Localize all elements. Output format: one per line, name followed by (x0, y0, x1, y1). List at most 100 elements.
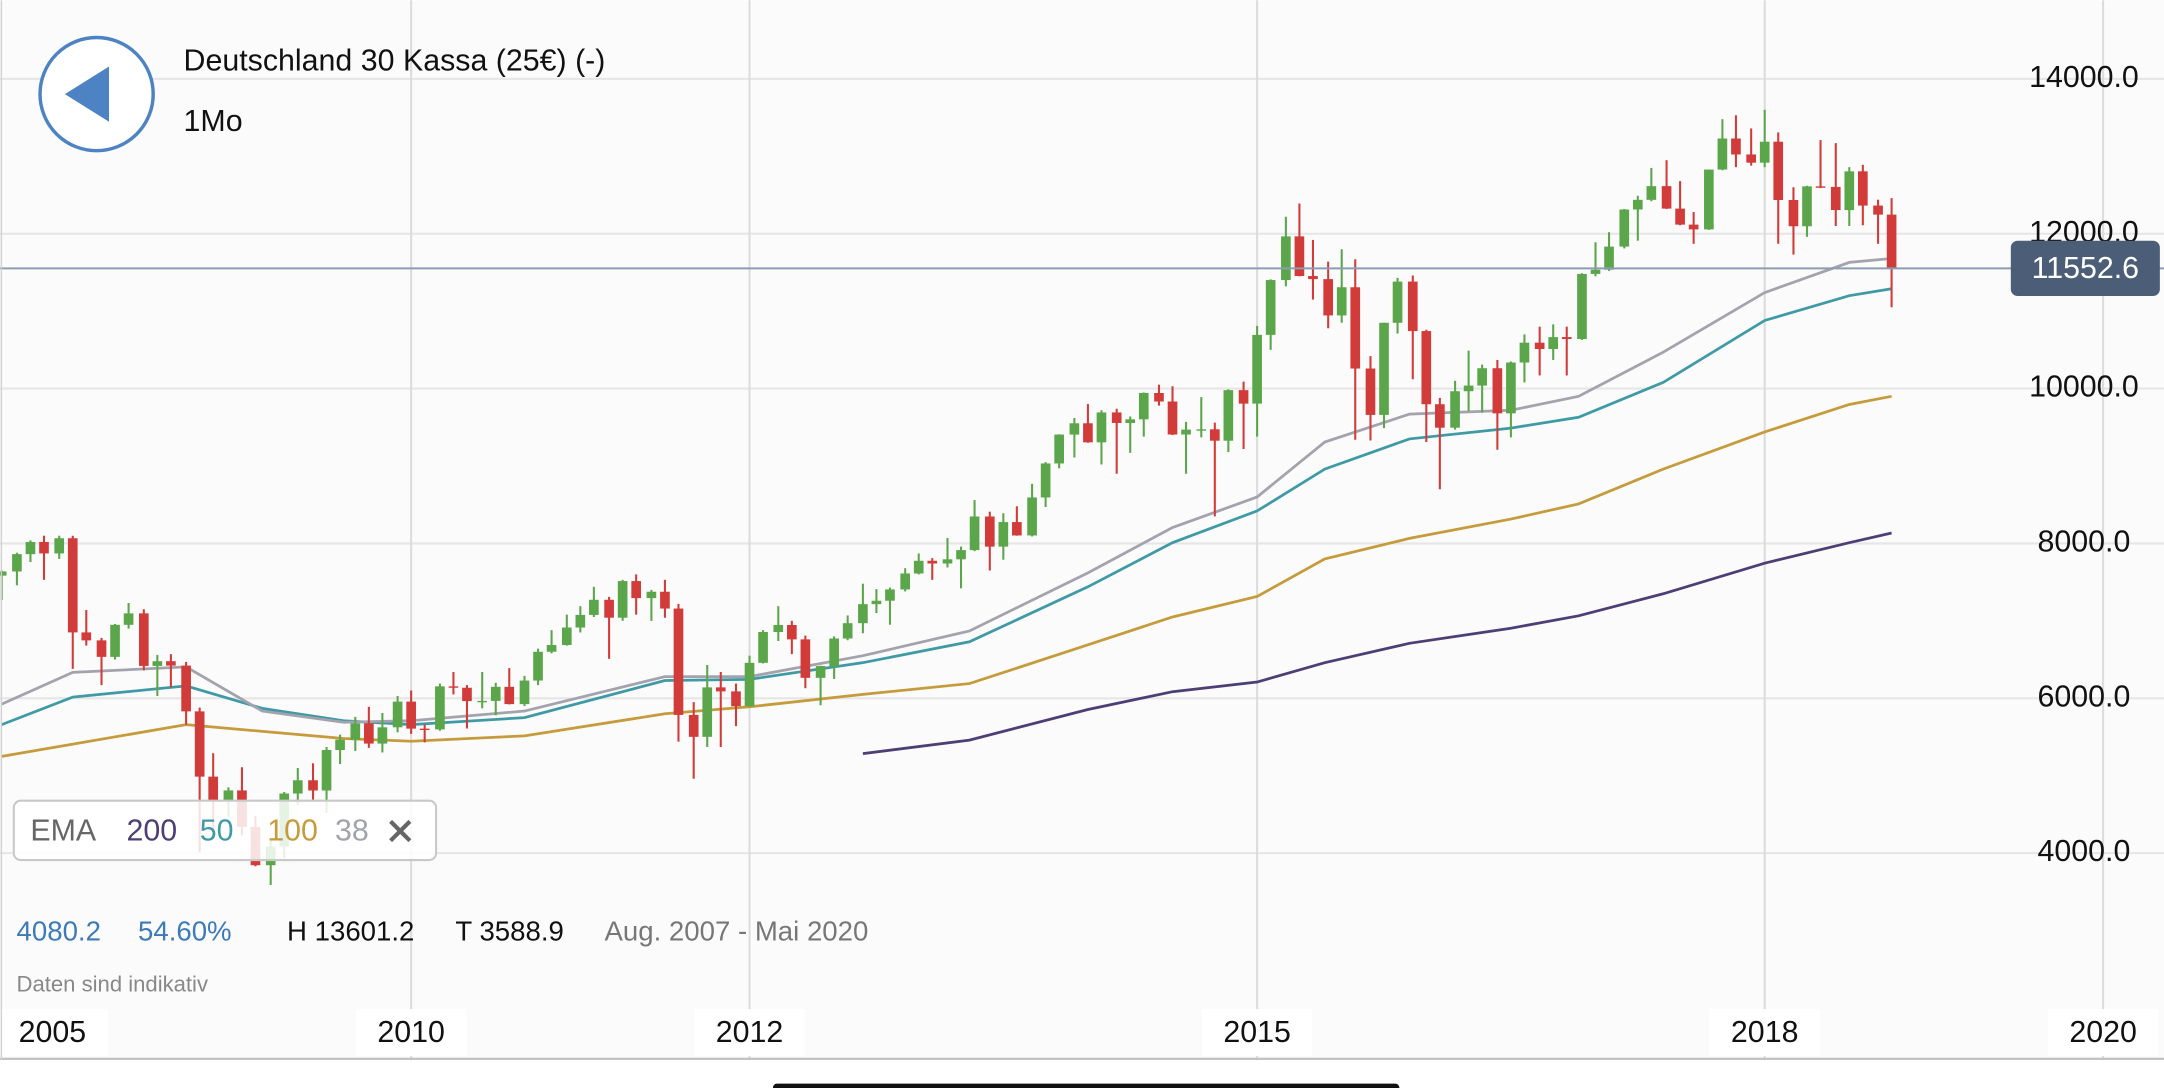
candle-body (631, 581, 642, 599)
x-tick-label-background (1201, 1009, 1313, 1057)
candle-body (1379, 322, 1389, 415)
x-tick-label: 2015 (1223, 1016, 1291, 1049)
candle-body (1746, 154, 1756, 163)
x-tick-label: 2018 (1731, 1016, 1799, 1049)
candle-body (969, 516, 980, 551)
candle-body (773, 624, 784, 633)
candle-body (1561, 337, 1572, 340)
change-percent: 54.60% (138, 915, 232, 946)
candle-body (731, 691, 741, 707)
ema-line (1, 257, 1892, 724)
x-tick-label: 2005 (19, 1016, 87, 1049)
candle-body (1492, 368, 1503, 414)
candle-body (1590, 269, 1601, 274)
legend-close[interactable] (389, 819, 412, 843)
high-value: H 13601.2 (287, 915, 414, 946)
x-tick-label-background (1709, 1009, 1820, 1057)
candle-body (1534, 342, 1545, 350)
candle-body (787, 624, 797, 640)
candle-body (1336, 287, 1347, 316)
back-button[interactable] (38, 35, 155, 153)
x-tick-label-background (0, 1009, 108, 1057)
home-indicator (772, 1083, 1400, 1088)
ema-line (1, 287, 1892, 726)
ema-line (862, 531, 1892, 756)
candle-body (842, 623, 853, 639)
candle-body (561, 627, 572, 646)
candle-body (96, 640, 107, 657)
candle-body (1096, 412, 1107, 443)
candle-body (885, 589, 895, 601)
change-value: 4080.2 (17, 915, 101, 946)
candle-body (900, 573, 911, 590)
candle-body (1731, 138, 1741, 155)
candle-body (1858, 171, 1868, 206)
disclaimer: Daten sind indikativ (17, 971, 208, 996)
candle-body (800, 639, 811, 678)
candle-body (984, 516, 995, 547)
candle-body (758, 632, 768, 663)
candle-body (1365, 368, 1376, 415)
candle-body (1717, 138, 1728, 170)
candle-body (1435, 404, 1445, 428)
candle-body (194, 711, 205, 777)
candle-body (1069, 423, 1080, 435)
candle-body (546, 645, 557, 652)
candle-body (1238, 390, 1249, 404)
legend-box (12, 799, 438, 862)
candle-body (1027, 497, 1037, 536)
candle-body (913, 560, 924, 574)
candle-body (166, 661, 176, 666)
candle-body (956, 550, 966, 560)
candle-body (744, 662, 755, 707)
candle-body (1632, 199, 1643, 210)
candle-body (1083, 423, 1093, 443)
candle-body (81, 632, 92, 641)
legend-entry: 100 (267, 814, 318, 847)
candle-body (1577, 273, 1587, 340)
candle-body (1675, 208, 1685, 225)
candle-body (589, 599, 599, 615)
candle-body (350, 723, 361, 740)
candle-body (646, 591, 657, 599)
candle-body (1323, 279, 1334, 316)
candle-body (477, 700, 488, 703)
candle-body (1450, 391, 1460, 428)
candle-body (12, 554, 22, 572)
candle-body (1209, 429, 1220, 441)
candle-body (1604, 246, 1614, 270)
candle-body (1688, 224, 1699, 230)
legend-title: EMA (30, 814, 97, 847)
candle-body (1265, 280, 1276, 335)
candle-body (1138, 393, 1149, 420)
legend-close-icon[interactable] (389, 819, 412, 843)
candle-body (1181, 429, 1191, 435)
date-range: Aug. 2007 - Mai 2020 (604, 915, 868, 946)
candle-body (1111, 412, 1122, 423)
candle-body (435, 686, 445, 730)
back-button-arrow[interactable] (64, 66, 110, 122)
candle-body (1477, 368, 1487, 386)
candle-body (490, 686, 501, 701)
candle-body (1308, 276, 1318, 280)
candle-body (858, 604, 868, 624)
candle-body (1407, 281, 1418, 332)
legend-entry: 50 (200, 814, 234, 847)
candle-body (617, 581, 628, 618)
x-tick-label-background (355, 1009, 467, 1057)
candle-body (110, 624, 120, 657)
candle-body (1759, 141, 1770, 163)
candle-body (1392, 281, 1403, 323)
legend-entry: 38 (335, 814, 369, 847)
candle-body (208, 776, 219, 802)
candle-body (123, 613, 134, 625)
candle-body (1886, 214, 1897, 269)
candle-body (1012, 522, 1022, 536)
y-tick-label: 8000.0 (2038, 525, 2131, 558)
candle-body (377, 727, 388, 744)
candle-body (419, 728, 430, 731)
candle-body (462, 687, 472, 702)
x-tick-label-background (694, 1009, 805, 1057)
candle-body (308, 780, 318, 791)
